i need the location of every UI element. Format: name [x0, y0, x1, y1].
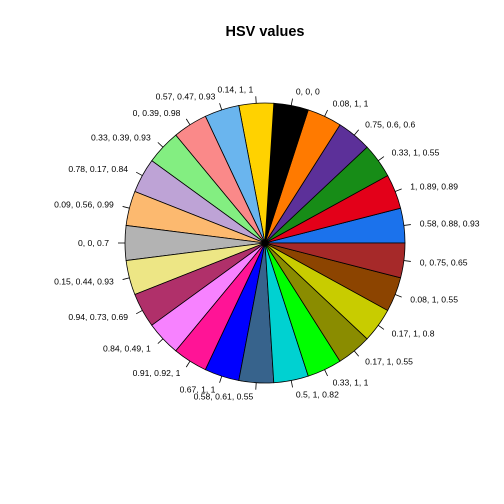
slice-tick: [353, 129, 360, 136]
slice-tick: [378, 156, 385, 162]
slice-tick: [395, 188, 402, 192]
slice-label: 0.57, 0.47, 0.93: [156, 92, 216, 102]
slice-tick: [353, 350, 360, 357]
slice-label: 0.08, 1, 1: [333, 99, 369, 109]
slice-label: 0.17, 1, 0.8: [392, 329, 435, 339]
pie-slices: [124, 102, 406, 384]
slice-label: 0.14, 1, 1: [217, 84, 253, 94]
pie-slice: [264, 242, 406, 279]
slice-tick: [403, 224, 411, 226]
slice-tick: [378, 324, 385, 330]
slice-tick: [290, 98, 293, 106]
pie-labels: 0.58, 0.88, 0.93 1, 0.89, 0.89 0.33, 1, 0.…: [54, 84, 480, 401]
slice-tick: [324, 369, 328, 377]
slice-label: 0.58, 0.88, 0.93: [420, 219, 480, 229]
slice-label: 0.15, 0.44, 0.93: [54, 276, 114, 286]
slice-tick: [122, 277, 130, 280]
slice-tick: [395, 294, 402, 298]
slice-label: 0.78, 0.17, 0.84: [68, 164, 128, 174]
slice-label: 0.84, 0.49, 1: [103, 343, 151, 353]
slice-label: 0.5, 1, 0.82: [296, 389, 339, 399]
slice-label: 0, 0, 0.7: [78, 238, 109, 248]
slice-label: 0.33, 1, 0.55: [392, 147, 440, 157]
slice-label: 0.67, 1, 1: [180, 384, 216, 394]
slice-tick: [157, 142, 164, 148]
slice-tick: [185, 118, 191, 126]
slice-label: 0.33, 1, 1: [333, 377, 369, 387]
slice-label: 0, 0, 0: [296, 87, 320, 97]
slice-label: 0.17, 1, 0.55: [365, 357, 413, 367]
slice-tick: [122, 206, 130, 209]
slice-tick: [219, 376, 223, 383]
slice-label: 0, 0.39, 0.98: [133, 108, 181, 118]
slice-label: 0.33, 0.39, 0.93: [91, 133, 151, 143]
slice-tick: [324, 109, 328, 117]
slice-label: 1, 0.89, 0.89: [410, 181, 458, 191]
slice-tick: [135, 310, 143, 315]
slice-label: 0.91, 0.92, 1: [133, 368, 181, 378]
slice-label: 0.58, 0.61, 0.55: [194, 392, 254, 402]
slice-label: 0.94, 0.73, 0.69: [68, 312, 128, 322]
slice-label: 0.75, 0.6, 0.6: [365, 119, 415, 129]
slice-label: 0.09, 0.56, 0.99: [54, 200, 114, 210]
slice-tick: [157, 338, 164, 344]
chart-title: HSV values: [226, 24, 305, 40]
slice-tick: [403, 260, 411, 262]
slice-tick: [219, 103, 223, 110]
slice-label: 0.08, 1, 0.55: [410, 295, 458, 305]
slice-label: 0, 0.75, 0.65: [420, 257, 468, 267]
slice-tick: [135, 171, 143, 176]
slice-tick: [185, 360, 191, 368]
slice-tick: [290, 380, 293, 388]
